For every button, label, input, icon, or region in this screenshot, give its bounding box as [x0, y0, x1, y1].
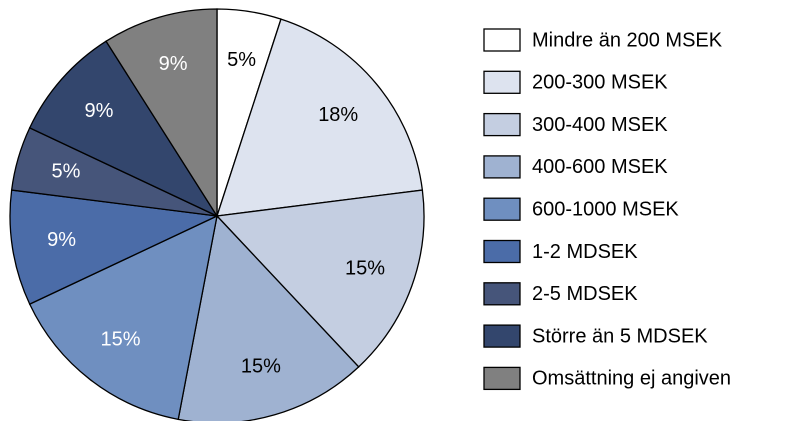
legend-label: Omsättning ej angiven: [532, 368, 731, 390]
pie-slice: [9, 189, 220, 306]
slice-label: 9%: [159, 53, 188, 75]
legend-swatch: [483, 28, 521, 52]
legend-label: Mindre än 200 MSEK: [532, 29, 723, 51]
legend-label: 200-300 MSEK: [532, 72, 668, 94]
legend-swatch: [483, 155, 521, 179]
pie-slice: [215, 189, 425, 368]
legend-label: 400-600 MSEK: [532, 156, 668, 178]
legend-label: 2-5 MDSEK: [532, 283, 638, 305]
legend-label: Större än 5 MDSEK: [532, 325, 708, 347]
slice-label: 5%: [51, 160, 80, 182]
slice-label: 18%: [318, 104, 358, 126]
slice-label: 5%: [227, 49, 256, 71]
legend-label: 1-2 MDSEK: [532, 241, 638, 263]
slice-label: 15%: [101, 329, 141, 351]
legend-swatch: [483, 366, 521, 391]
legend-swatch: [483, 112, 521, 137]
slice-label: 9%: [85, 100, 114, 122]
slice-label: 15%: [241, 355, 281, 377]
legend-swatch: [483, 239, 521, 264]
legend-swatch: [483, 70, 521, 94]
slice-label: 9%: [47, 229, 76, 251]
legend-label: 600-1000 MSEK: [532, 198, 679, 220]
legend-label: 300-400 MSEK: [532, 114, 668, 136]
legend-swatch: [483, 197, 521, 221]
legend-swatch: [483, 282, 521, 306]
pie-slice: [28, 40, 219, 218]
slice-label: 15%: [345, 258, 385, 280]
pie-slice: [216, 18, 424, 217]
pie-slice: [28, 214, 218, 421]
legend-swatch: [483, 324, 521, 348]
pie-slice: [105, 8, 218, 219]
